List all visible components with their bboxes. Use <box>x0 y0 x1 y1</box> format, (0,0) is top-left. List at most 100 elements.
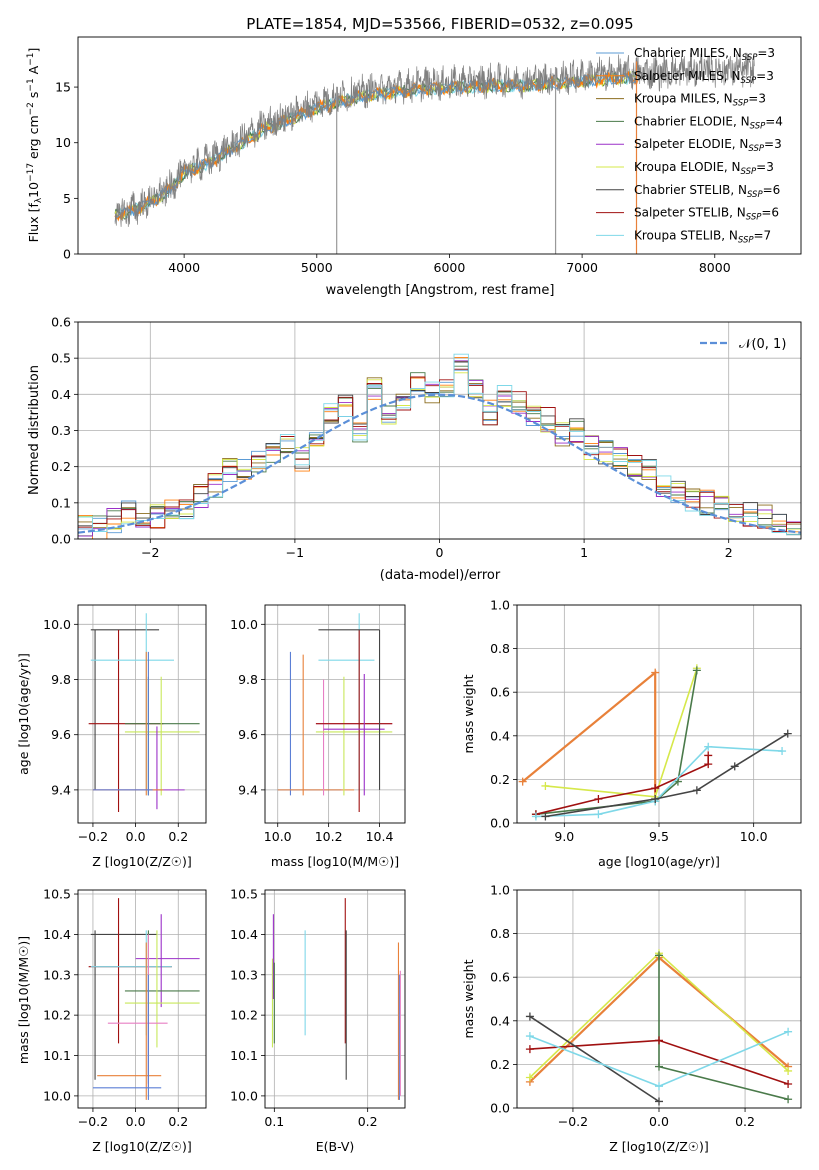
y-tick-label: 10.3 <box>230 967 258 982</box>
error-point <box>124 930 200 1048</box>
y-tick-label: 0.5 <box>51 351 71 366</box>
legend-subscript: SSP <box>738 235 754 245</box>
legend-label: Salpeter STELIB, N <box>634 206 746 220</box>
y-tick-label: 9.8 <box>238 672 258 687</box>
series-marker <box>541 812 550 821</box>
series-marker <box>704 742 713 751</box>
figure-title: PLATE=1854, MJD=53566, FIBERID=0532, z=0… <box>246 15 633 33</box>
y-tick-label: 15 <box>55 80 71 95</box>
axes-frame <box>77 889 207 1109</box>
error-point <box>90 629 160 790</box>
series-marker <box>525 1012 534 1021</box>
x-tick-label: 10.4 <box>366 829 394 844</box>
series-marker <box>704 751 713 760</box>
y-axis-label-part: erg cm <box>26 115 41 163</box>
x-tick-label: 1 <box>580 545 588 560</box>
plot-area <box>88 898 200 1100</box>
y-tick-label: 0.2 <box>490 772 510 787</box>
y-tick-label: 0.8 <box>490 926 510 941</box>
x-tick-label: −1 <box>286 545 304 560</box>
x-tick-label: −2 <box>141 545 159 560</box>
y-axis-label-part: −2 <box>26 102 36 115</box>
y-tick-label: 0.2 <box>51 459 71 474</box>
x-tick-label: 0.2 <box>168 1114 188 1129</box>
x-tick-label: 7000 <box>566 260 598 275</box>
y-axis-label-part: −17 <box>26 163 36 182</box>
plot-area <box>78 353 801 539</box>
error-point <box>92 974 162 1100</box>
legend-suffix: =6 <box>763 183 781 197</box>
axes-frame <box>264 604 406 824</box>
legend-suffix: =4 <box>765 114 783 128</box>
series-marker <box>525 1032 534 1041</box>
panel-mass-vs-EBV: 0.1 0.2 10.0 10.1 10.2 10.3 10.4 10.5 E(B-V) <box>230 887 406 1154</box>
y-axis-label-part: ] <box>26 48 41 53</box>
y-tick-label: 0.4 <box>490 728 510 743</box>
legend-suffix: =3 <box>756 160 774 174</box>
y-tick-label: 0.0 <box>51 532 71 547</box>
y-tick-label: 1.0 <box>490 598 510 613</box>
error-point <box>318 629 381 790</box>
x-axis-label: age [log10(age/yr)] <box>598 854 720 869</box>
y-axis-label-part: 10 <box>26 182 41 198</box>
y-tick-label: 10.1 <box>43 1048 71 1063</box>
x-tick-label: 0.2 <box>358 1114 378 1129</box>
plot-area <box>271 898 401 1100</box>
panel-age-vs-Z: −0.2 0.0 0.2 9.4 9.6 9.8 10.0 Z [log10(Z/Z☉)] ag… <box>16 604 207 869</box>
legend-entry: Salpeter ELODIE, NSSP=3 <box>634 137 782 154</box>
y-axis-label: mass [log10(M/M☉)] <box>16 936 31 1064</box>
y-tick-label: 0.0 <box>490 1101 510 1116</box>
y-axis-label: age [log10(age/yr)] <box>16 653 31 775</box>
legend-subscript: SSP <box>733 99 749 109</box>
y-tick-label: 0.6 <box>490 970 510 985</box>
legend-subscript: SSP <box>741 167 757 177</box>
legend-entry: Chabrier MILES, NSSP=3 <box>634 46 775 63</box>
y-axis-label: Flux [fλ10−17 erg cm−2 s−1 A−1] <box>26 48 44 243</box>
plot-area <box>525 949 793 1106</box>
x-axis-label: E(B-V) <box>316 1139 355 1154</box>
axes-frame <box>264 889 406 1109</box>
legend-label: Salpeter MILES, N <box>634 69 741 83</box>
y-tick-label: 0.4 <box>51 387 71 402</box>
y-tick-label: 0.6 <box>51 315 71 330</box>
legend-subscript: SSP <box>748 144 764 154</box>
y-tick-label: 10.0 <box>43 617 71 632</box>
legend-label: Kroupa STELIB, N <box>634 228 738 242</box>
legend-subscript: SSP <box>747 190 763 200</box>
y-axis-label: mass weight <box>461 674 476 753</box>
y-tick-label: 10.2 <box>43 1008 71 1023</box>
y-axis-label-part: Flux [f <box>26 203 41 243</box>
series-line-chabrier_stelib <box>529 1015 660 1103</box>
series-marker <box>525 1045 534 1054</box>
legend-entry: Salpeter MILES, NSSP=3 <box>634 69 774 86</box>
series-marker <box>784 1066 793 1075</box>
y-tick-label: 0.8 <box>490 641 510 656</box>
series-marker <box>783 729 792 738</box>
series-marker <box>531 812 540 821</box>
normal-curve <box>78 393 801 534</box>
series-marker <box>594 810 603 819</box>
y-tick-label: 0.1 <box>51 495 71 510</box>
y-tick-label: 10.3 <box>43 967 71 982</box>
series-marker <box>651 668 660 677</box>
y-tick-label: 9.8 <box>51 672 71 687</box>
legend-suffix: =7 <box>754 228 772 242</box>
y-axis-label-part: −1 <box>26 78 36 91</box>
x-tick-label: 8000 <box>699 260 731 275</box>
x-axis-label: (data-model)/error <box>380 568 501 583</box>
series-marker <box>655 1082 663 1091</box>
y-tick-label: 0 <box>63 247 71 262</box>
legend-label: Chabrier STELIB, N <box>634 183 747 197</box>
y-tick-label: 10.0 <box>230 617 258 632</box>
y-tick-label: 9.4 <box>238 782 258 797</box>
histogram-kroupa_stelib <box>78 353 801 536</box>
panel-mass-vs-Z: −0.2 0.0 0.2 10.0 10.1 10.2 10.3 10.4 10.5 Z [log… <box>16 887 207 1154</box>
y-tick-label: 10.4 <box>230 927 258 942</box>
series-marker <box>655 1062 663 1071</box>
plot-area <box>518 664 792 821</box>
series-marker <box>778 747 787 756</box>
x-tick-label: −0.2 <box>558 1114 588 1129</box>
x-tick-label: 0.1 <box>264 1114 284 1129</box>
legend-entry: Kroupa STELIB, NSSP=7 <box>634 228 771 245</box>
